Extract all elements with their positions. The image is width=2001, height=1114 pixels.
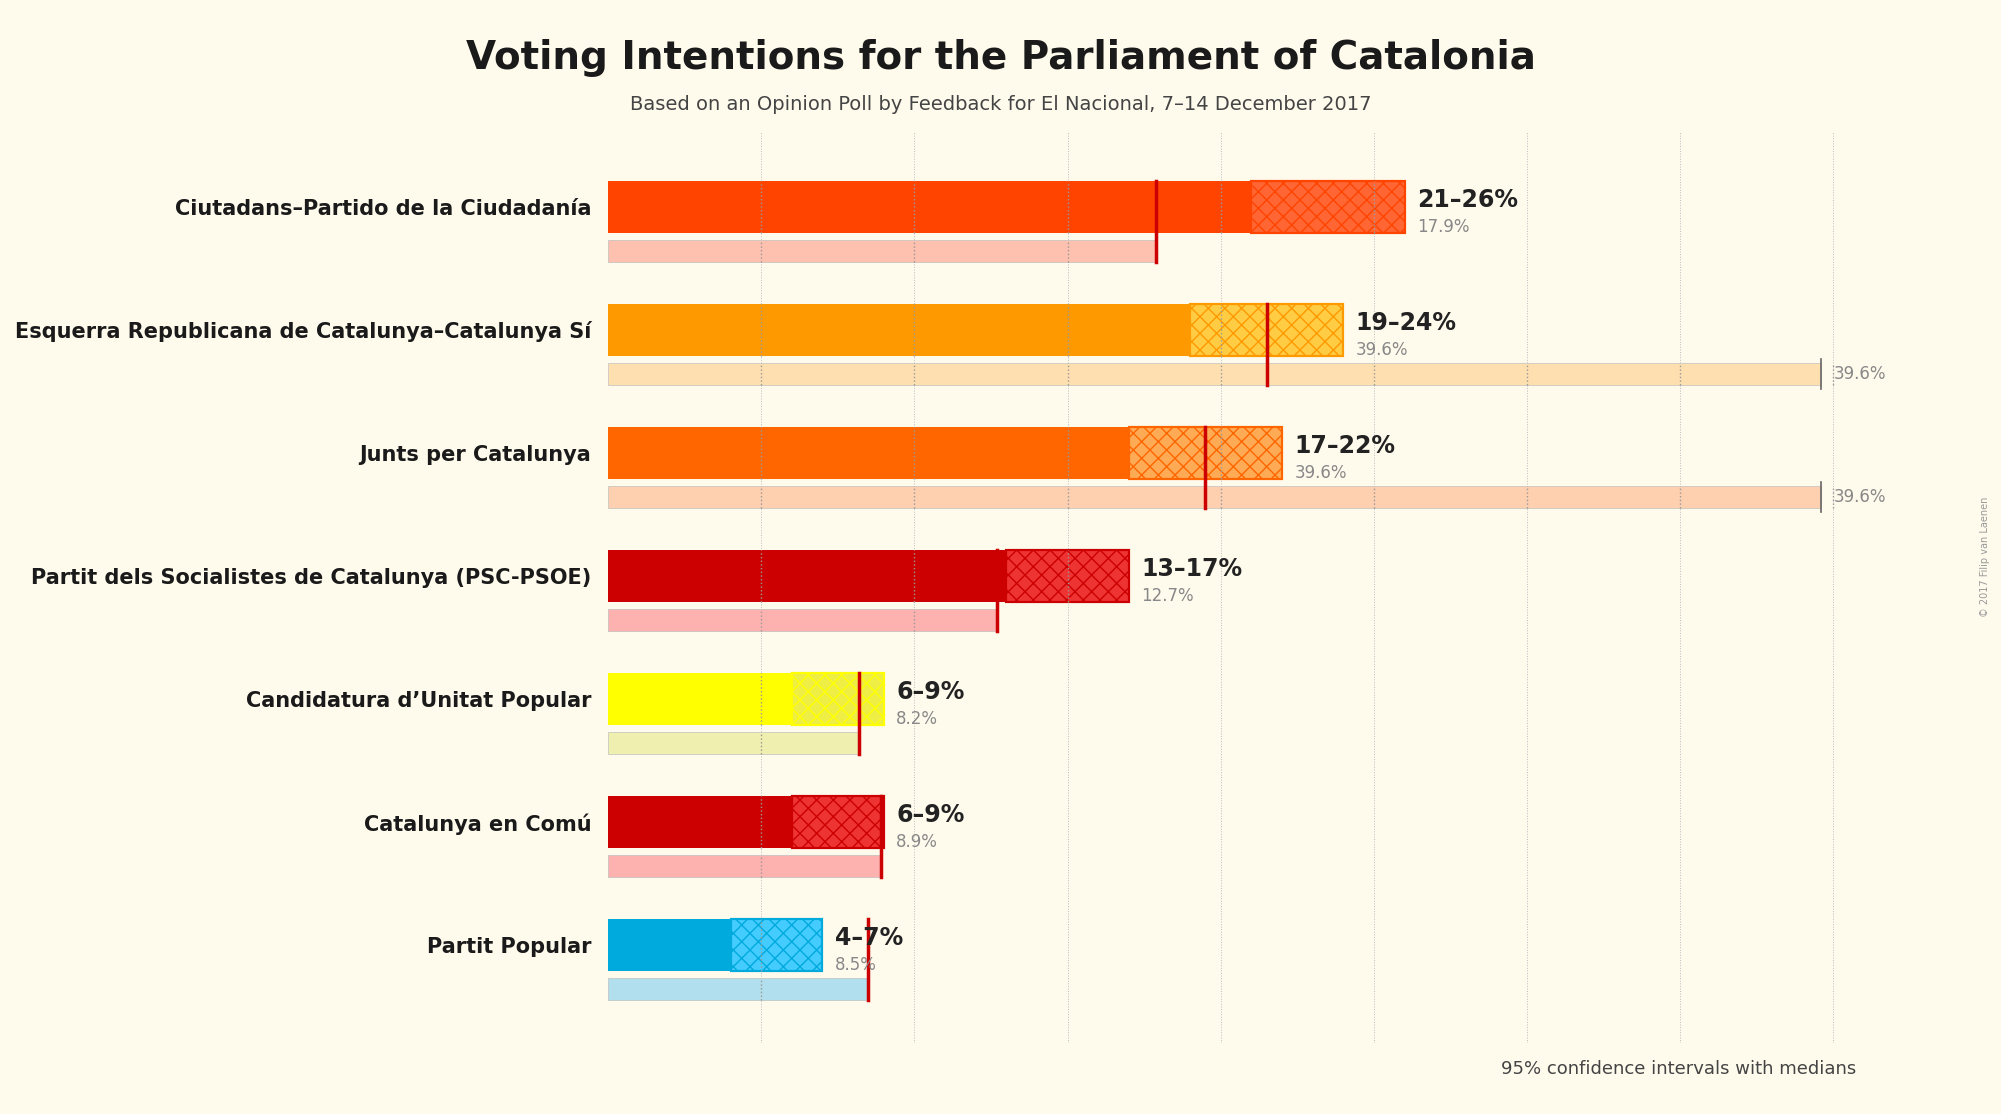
Bar — [608, 919, 730, 970]
Bar — [1251, 182, 1405, 233]
Bar — [608, 241, 1157, 262]
Text: Based on an Opinion Poll by Feedback for El Nacional, 7–14 December 2017: Based on an Opinion Poll by Feedback for… — [630, 95, 1371, 114]
Bar — [1191, 304, 1343, 355]
Text: 6–9%: 6–9% — [896, 802, 964, 827]
Text: 8.2%: 8.2% — [896, 710, 938, 727]
Bar — [1129, 427, 1283, 479]
Text: 4–7%: 4–7% — [834, 926, 902, 949]
Bar — [608, 486, 1821, 508]
Bar — [1251, 182, 1405, 233]
Text: 39.6%: 39.6% — [1833, 365, 1887, 383]
Bar — [608, 732, 858, 754]
Text: © 2017 Filip van Laenen: © 2017 Filip van Laenen — [1981, 497, 1989, 617]
Bar — [608, 427, 1129, 479]
Bar — [1191, 304, 1343, 355]
Bar — [730, 919, 822, 970]
Text: 8.5%: 8.5% — [834, 956, 876, 974]
Text: 6–9%: 6–9% — [896, 680, 964, 704]
Bar — [608, 673, 792, 725]
Bar — [608, 550, 1007, 602]
Bar — [608, 797, 792, 848]
Text: 17.9%: 17.9% — [1417, 217, 1469, 236]
Text: 19–24%: 19–24% — [1355, 311, 1457, 334]
Bar — [608, 182, 1251, 233]
Bar — [1129, 427, 1283, 479]
Bar — [608, 978, 868, 1000]
Text: 8.9%: 8.9% — [896, 832, 938, 851]
Text: 12.7%: 12.7% — [1141, 587, 1195, 605]
Bar — [730, 919, 822, 970]
Bar — [608, 609, 996, 632]
Text: 95% confidence intervals with medians: 95% confidence intervals with medians — [1501, 1061, 1857, 1078]
Bar — [792, 797, 884, 848]
Text: 39.6%: 39.6% — [1355, 341, 1409, 359]
Text: 17–22%: 17–22% — [1295, 433, 1395, 458]
Text: Voting Intentions for the Parliament of Catalonia: Voting Intentions for the Parliament of … — [466, 39, 1535, 77]
Text: 21–26%: 21–26% — [1417, 187, 1519, 212]
Bar — [608, 304, 1191, 355]
Text: 13–17%: 13–17% — [1141, 557, 1243, 580]
Text: 39.6%: 39.6% — [1833, 488, 1887, 506]
Bar — [1007, 550, 1129, 602]
Bar — [792, 673, 884, 725]
Bar — [608, 856, 880, 877]
Text: 39.6%: 39.6% — [1295, 463, 1347, 481]
Bar — [792, 797, 884, 848]
Bar — [608, 363, 1821, 385]
Bar — [792, 673, 884, 725]
Bar — [1007, 550, 1129, 602]
